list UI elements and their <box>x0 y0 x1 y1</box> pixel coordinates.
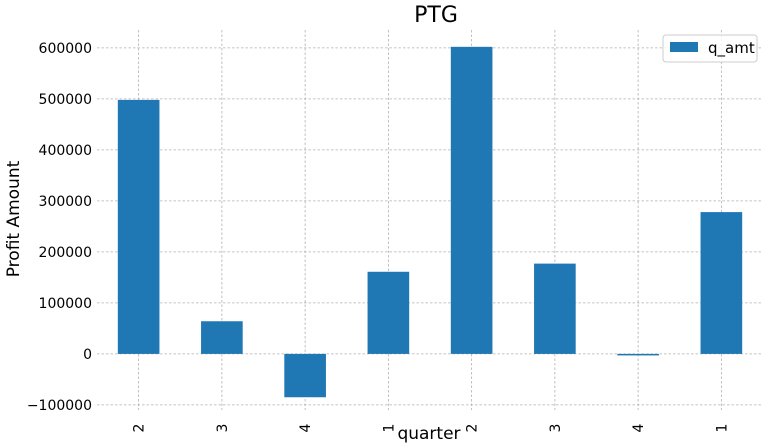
legend-swatch <box>670 42 698 52</box>
x-tick-label: 4 <box>631 423 647 432</box>
bar <box>367 271 410 354</box>
x-tick-label: 1 <box>381 424 397 433</box>
x-tick-label: 1 <box>714 424 730 433</box>
y-tick-label: 600000 <box>39 41 92 57</box>
bar <box>700 212 743 354</box>
legend: q_amt <box>662 34 758 63</box>
x-axis-label: quarter <box>397 424 460 444</box>
y-tick-label: 0 <box>83 347 92 363</box>
y-tick-label: 300000 <box>39 194 92 210</box>
legend-label: q_amt <box>708 39 755 58</box>
bars <box>117 46 743 398</box>
bar <box>201 321 243 354</box>
y-tick-label: 100000 <box>39 296 92 312</box>
x-tick-label: 4 <box>298 423 314 432</box>
bar <box>117 99 160 354</box>
bar <box>450 46 493 354</box>
x-tick-label: 2 <box>132 424 148 433</box>
y-tick-label: 500000 <box>39 92 92 108</box>
x-tick-label: 3 <box>215 424 231 433</box>
y-tick-label: 200000 <box>39 245 92 261</box>
y-ticks: −100000 0 100000 200000 300000 400000 500000 60… <box>27 41 92 414</box>
x-tick-label: 3 <box>548 424 564 433</box>
y-tick-label: 400000 <box>39 143 92 159</box>
bar <box>284 353 326 398</box>
bar <box>617 353 659 356</box>
x-ticks: 2 3 4 1 2 3 4 1 <box>132 423 731 432</box>
legend-box <box>662 34 758 63</box>
x-tick-label: 2 <box>465 424 481 433</box>
y-axis-label: Profit Amount <box>4 160 24 277</box>
y-tick-label: −100000 <box>27 398 92 414</box>
bar <box>534 263 576 354</box>
chart-title: PTG <box>414 3 458 28</box>
grid <box>97 30 763 410</box>
